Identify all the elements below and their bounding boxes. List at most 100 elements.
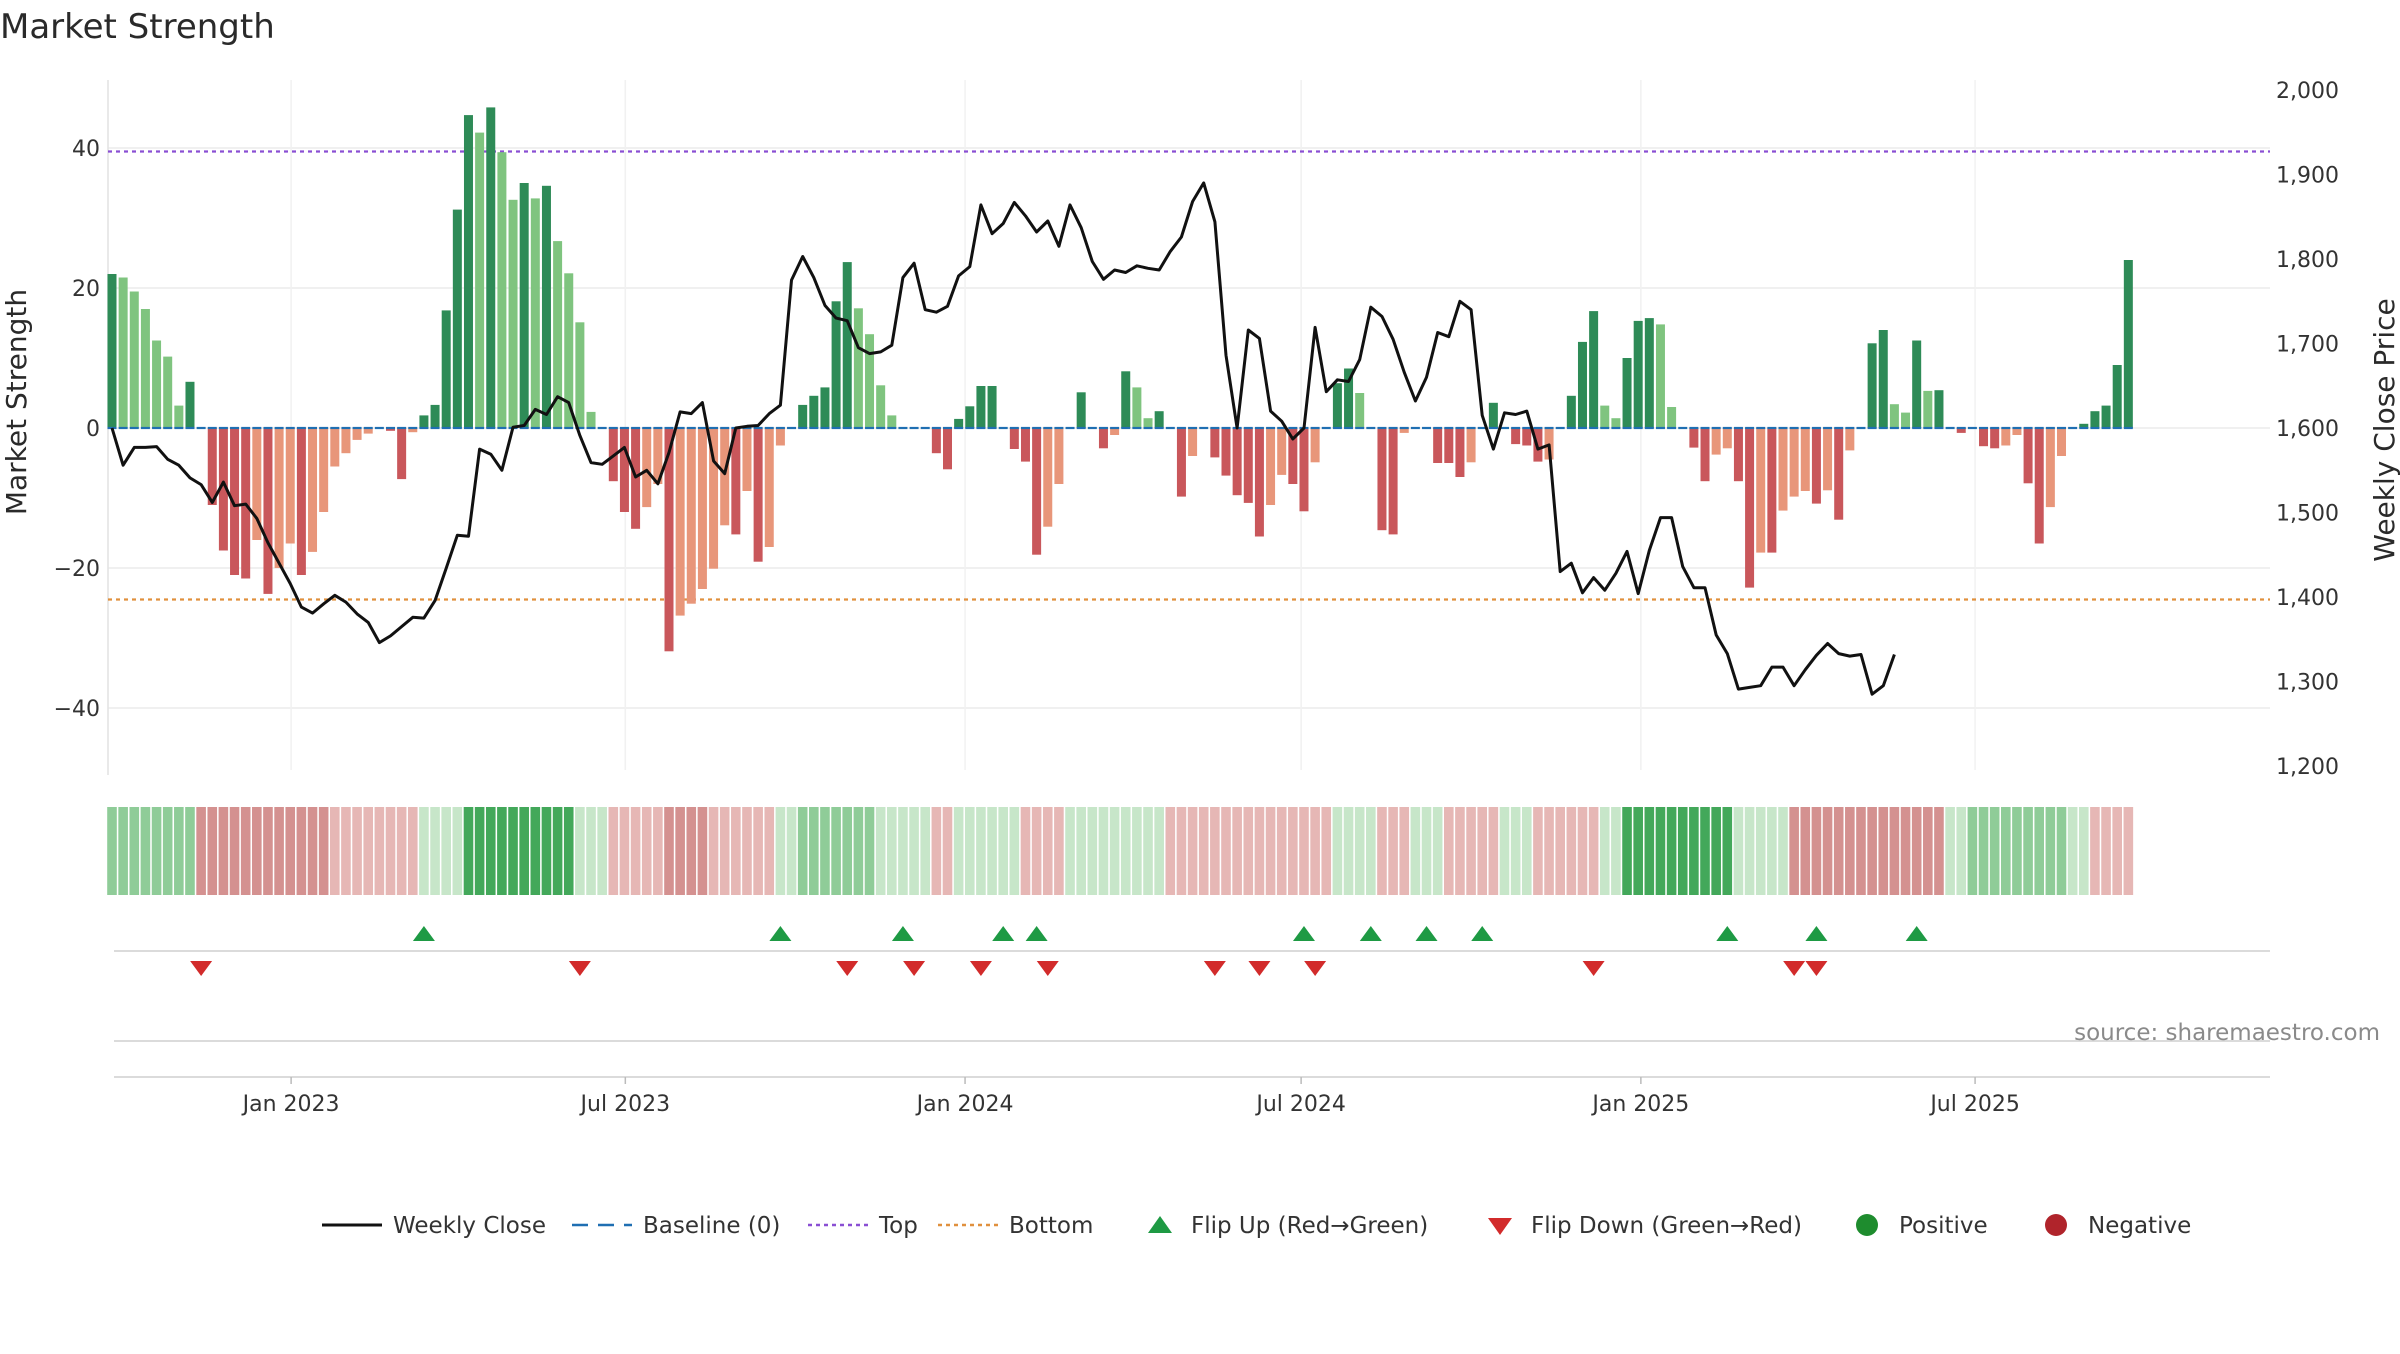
legend: Weekly Close Baseline (0) Top Bottom Flip Up…	[322, 1213, 2191, 1239]
regime-cell	[764, 807, 775, 895]
strength-bar	[2023, 428, 2033, 484]
regime-cell	[998, 807, 1008, 895]
regime-cell	[1967, 807, 1978, 895]
strength-bar	[486, 107, 496, 429]
regime-cell	[1588, 807, 1599, 895]
regime-cell	[1031, 807, 1042, 895]
regime-cell	[1778, 807, 1788, 895]
strength-bar	[1043, 428, 1053, 527]
regime-cell	[753, 807, 763, 895]
strength-bar	[386, 428, 395, 431]
legend-label: Bottom	[1009, 1213, 1093, 1239]
strength-bar	[107, 274, 117, 428]
regime-cell	[2012, 807, 2022, 895]
strength-bar	[497, 152, 507, 428]
regime-cell	[1677, 807, 1688, 895]
strength-bar	[1979, 428, 1989, 447]
regime-cell	[2090, 807, 2100, 895]
strength-bar	[519, 183, 529, 428]
strength-bar	[1901, 412, 1911, 428]
regime-cell	[541, 807, 552, 895]
flip-up-marker	[1025, 926, 1048, 941]
strength-bar	[1288, 428, 1298, 484]
regime-cell	[575, 807, 585, 895]
strength-bars	[107, 107, 2133, 652]
regime-cell	[1989, 807, 2000, 895]
strength-bar	[1444, 428, 1454, 463]
regime-cell	[1644, 807, 1655, 895]
regime-cell	[820, 807, 830, 895]
regime-cell	[653, 807, 663, 895]
flip-up-marker	[1415, 926, 1438, 941]
regime-cell	[775, 807, 786, 895]
legend-item: Weekly Close	[322, 1213, 546, 1239]
strength-bar	[1700, 428, 1710, 482]
flip-down-marker	[903, 961, 926, 976]
regime-cell	[686, 807, 697, 895]
flip-down-marker	[1036, 961, 1059, 976]
flip-down-marker	[568, 961, 591, 976]
strength-bar	[1655, 324, 1665, 428]
regime-cell	[1978, 807, 1989, 895]
strength-bar	[1889, 404, 1899, 428]
regime-cell	[463, 807, 474, 895]
regime-cell	[374, 807, 385, 895]
strength-bar	[463, 115, 473, 428]
regime-cell	[920, 807, 931, 895]
strength-bar	[1076, 392, 1086, 428]
left-axis-ticks: 40 20 0 −20 −40	[54, 137, 100, 722]
regime-cell	[1510, 807, 1521, 895]
regime-cell	[1343, 807, 1354, 895]
regime-cell	[1299, 807, 1309, 895]
strength-bar	[954, 418, 964, 428]
legend-swatch-flip-down	[1488, 1218, 1512, 1235]
regime-cell	[1833, 807, 1844, 895]
strength-bar	[642, 428, 652, 508]
regime-cell	[385, 807, 396, 895]
strength-bar	[564, 273, 574, 428]
regime-cell	[1611, 807, 1621, 895]
regime-cell	[864, 807, 875, 895]
regime-cell	[976, 807, 986, 895]
regime-cell	[240, 807, 251, 895]
regime-cell	[1444, 807, 1454, 895]
regime-cell	[508, 807, 518, 895]
regime-cell	[1076, 807, 1086, 895]
strength-bar	[1878, 330, 1888, 428]
regime-cell	[1399, 807, 1410, 895]
flip-down-marker	[1783, 961, 1806, 976]
reference-lines	[108, 150, 2270, 601]
strength-bar	[653, 428, 663, 484]
regime-cell	[719, 807, 730, 895]
left-tick-label: −20	[54, 557, 100, 582]
regime-cell	[586, 807, 596, 895]
regime-cell	[742, 807, 752, 895]
regime-cell	[2067, 807, 2078, 895]
strength-bar	[2034, 428, 2044, 544]
regime-cell	[2023, 807, 2033, 895]
strength-bar	[943, 428, 952, 470]
strength-bar	[809, 395, 819, 428]
strength-bar	[831, 301, 841, 428]
strength-bar	[731, 428, 741, 535]
regime-cell	[207, 807, 218, 895]
strength-bar	[1221, 428, 1231, 476]
left-axis-title: Market Strength	[0, 289, 33, 515]
regime-cell	[2045, 807, 2056, 895]
flip-up-marker	[992, 926, 1015, 941]
regime-cell	[1477, 807, 1488, 895]
right-tick-label: 1,400	[2276, 586, 2339, 611]
regime-cell	[786, 807, 797, 895]
regime-cell	[229, 807, 240, 895]
strength-bar	[296, 428, 306, 575]
strength-bar	[586, 411, 596, 428]
regime-cell	[1288, 807, 1298, 895]
flip-down-marker	[1203, 961, 1226, 976]
strength-bar	[185, 381, 195, 428]
regime-cell	[1388, 807, 1398, 895]
regime-cell	[1243, 807, 1254, 895]
legend-item: Top	[808, 1213, 918, 1239]
regime-cell	[1232, 807, 1242, 895]
